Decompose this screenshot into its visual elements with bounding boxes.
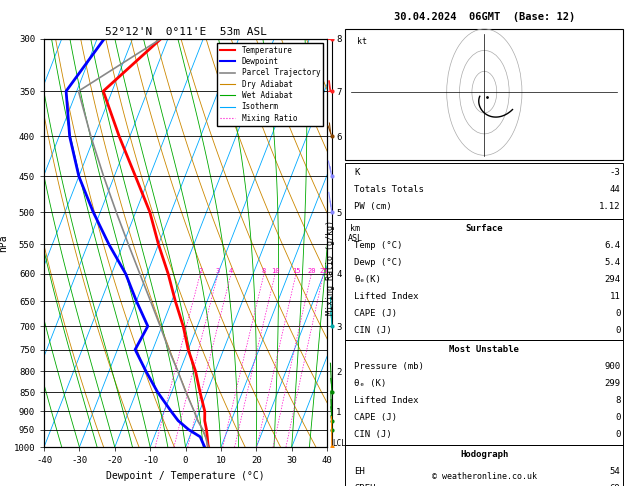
Legend: Temperature, Dewpoint, Parcel Trajectory, Dry Adiabat, Wet Adiabat, Isotherm, Mi: Temperature, Dewpoint, Parcel Trajectory… [217, 43, 323, 125]
Text: Mixing Ratio (g/kg): Mixing Ratio (g/kg) [326, 220, 335, 315]
Bar [345, 340, 623, 445]
Text: Most Unstable: Most Unstable [449, 345, 520, 354]
Text: θₑ(K): θₑ(K) [354, 275, 381, 284]
Text: 30.04.2024  06GMT  (Base: 12): 30.04.2024 06GMT (Base: 12) [394, 12, 575, 22]
Text: 25: 25 [319, 268, 328, 274]
Text: 8: 8 [262, 268, 266, 274]
Bar [345, 219, 623, 340]
Text: Pressure (mb): Pressure (mb) [354, 362, 424, 371]
Text: K: K [354, 168, 360, 177]
Text: 1.12: 1.12 [599, 202, 620, 211]
Text: SREH: SREH [354, 484, 376, 486]
Text: 900: 900 [604, 362, 620, 371]
Text: Hodograph: Hodograph [460, 450, 508, 459]
Text: 10: 10 [271, 268, 279, 274]
Text: Surface: Surface [465, 224, 503, 233]
Text: CIN (J): CIN (J) [354, 326, 392, 335]
Text: 5.4: 5.4 [604, 258, 620, 267]
X-axis label: Dewpoint / Temperature (°C): Dewpoint / Temperature (°C) [106, 471, 265, 481]
Text: 6.4: 6.4 [604, 241, 620, 250]
Text: 8: 8 [615, 396, 620, 405]
Y-axis label: km
ASL: km ASL [348, 224, 363, 243]
Text: 11: 11 [610, 292, 620, 301]
Text: 54: 54 [610, 467, 620, 476]
Text: Temp (°C): Temp (°C) [354, 241, 403, 250]
Text: 20: 20 [307, 268, 316, 274]
Text: kt: kt [357, 37, 367, 46]
Title: 52°12'N  0°11'E  53m ASL: 52°12'N 0°11'E 53m ASL [104, 27, 267, 37]
Text: 0: 0 [615, 309, 620, 318]
Text: Lifted Index: Lifted Index [354, 292, 419, 301]
Text: CAPE (J): CAPE (J) [354, 413, 397, 422]
Text: Totals Totals: Totals Totals [354, 185, 424, 194]
Text: 2: 2 [198, 268, 203, 274]
Text: CIN (J): CIN (J) [354, 430, 392, 439]
Text: 3: 3 [216, 268, 220, 274]
Y-axis label: hPa: hPa [0, 234, 8, 252]
Text: 294: 294 [604, 275, 620, 284]
Text: Dewp (°C): Dewp (°C) [354, 258, 403, 267]
Bar [345, 163, 623, 219]
Text: 299: 299 [604, 379, 620, 388]
Text: 4: 4 [229, 268, 233, 274]
Text: 69: 69 [610, 484, 620, 486]
Text: PW (cm): PW (cm) [354, 202, 392, 211]
Text: θₑ (K): θₑ (K) [354, 379, 386, 388]
Text: EH: EH [354, 467, 365, 476]
Text: © weatheronline.co.uk: © weatheronline.co.uk [432, 472, 537, 481]
Text: 15: 15 [292, 268, 300, 274]
Bar [345, 29, 623, 160]
Text: 44: 44 [610, 185, 620, 194]
Text: -3: -3 [610, 168, 620, 177]
Text: CAPE (J): CAPE (J) [354, 309, 397, 318]
Text: LCL: LCL [333, 439, 347, 448]
Text: Lifted Index: Lifted Index [354, 396, 419, 405]
Text: 0: 0 [615, 326, 620, 335]
Text: 0: 0 [615, 413, 620, 422]
Text: 0: 0 [615, 430, 620, 439]
Bar [345, 445, 623, 486]
